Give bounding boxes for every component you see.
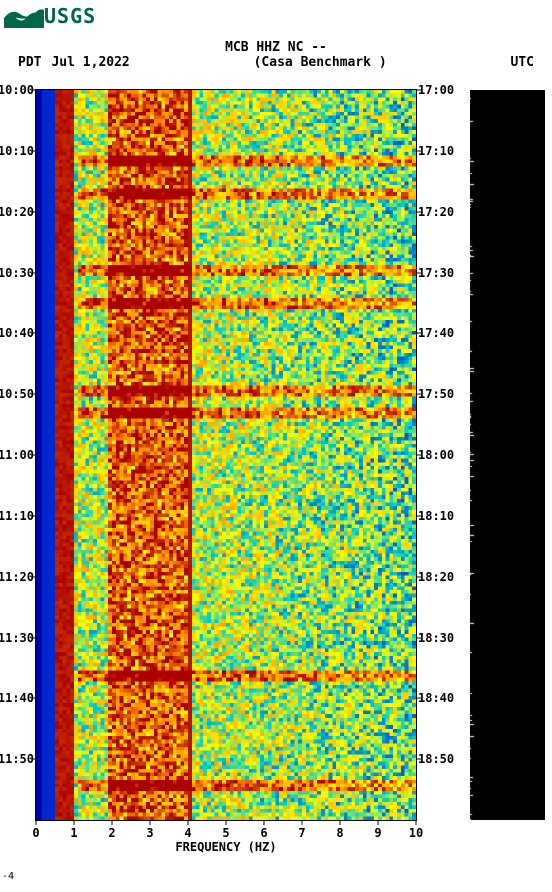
y-right-tick: 18:20 bbox=[416, 570, 454, 584]
usgs-logo: USGS bbox=[4, 4, 96, 28]
chart-header: MCB HHZ NC -- PDT Jul 1,2022 (Casa Bench… bbox=[0, 40, 552, 70]
spectrogram-heatmap bbox=[36, 90, 416, 820]
station-title: MCB HHZ NC -- bbox=[0, 40, 552, 55]
y-right-tick: 18:50 bbox=[416, 752, 454, 766]
logo-text: USGS bbox=[44, 4, 96, 28]
y-right-tick: 18:40 bbox=[416, 691, 454, 705]
spectrogram-plot: 10:0010:1010:2010:3010:4010:5011:0011:10… bbox=[36, 90, 416, 820]
y-right-tick: 18:10 bbox=[416, 509, 454, 523]
x-axis-label: FREQUENCY (HZ) bbox=[175, 820, 276, 854]
date-label: Jul 1,2022 bbox=[51, 55, 129, 70]
y-right-tick: 18:00 bbox=[416, 448, 454, 462]
side-trace bbox=[470, 90, 545, 820]
y-right-tick: 17:50 bbox=[416, 387, 454, 401]
side-amplitude-panel bbox=[470, 90, 545, 820]
y-right-tick: 17:30 bbox=[416, 266, 454, 280]
y-right-tick: 18:30 bbox=[416, 631, 454, 645]
footer-mark: -4 bbox=[2, 871, 14, 882]
y-right-tick: 17:00 bbox=[416, 83, 454, 97]
station-subtitle: (Casa Benchmark ) bbox=[254, 55, 387, 70]
low-freq-band bbox=[36, 90, 42, 820]
y-right-tick: 17:20 bbox=[416, 205, 454, 219]
wave-icon bbox=[4, 4, 44, 28]
y-right-tick: 17:10 bbox=[416, 144, 454, 158]
y-right-tick: 17:40 bbox=[416, 326, 454, 340]
left-tz-label: PDT bbox=[18, 55, 41, 70]
right-tz-label: UTC bbox=[511, 55, 534, 70]
